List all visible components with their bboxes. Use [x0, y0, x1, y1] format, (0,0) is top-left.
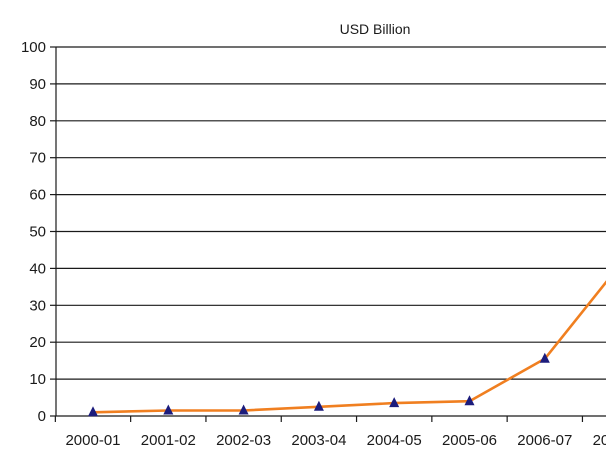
x-tick-label: 2000-01: [65, 432, 120, 449]
data-point-marker: [539, 352, 550, 363]
x-tick-label: 2003-04: [291, 432, 346, 449]
x-axis-tick-labels: 2000-01 2001-02 2002-03 2003-04 2004-05 2005-…: [65, 432, 606, 449]
data-point-marker: [389, 397, 400, 408]
series-layer: [88, 280, 606, 417]
y-tick-label: 90: [29, 76, 46, 93]
y-tick-label: 0: [38, 408, 46, 425]
x-tick-label: 2002-03: [216, 432, 271, 449]
x-tick-label: 2005-06: [442, 432, 497, 449]
y-tick-label: 10: [29, 371, 46, 388]
y-axis-tick-labels: 0 10 20 30 40 50 60 70 80 90 100: [21, 39, 46, 425]
x-tick-label: 2001-02: [141, 432, 196, 449]
y-tick-label: 100: [21, 39, 46, 56]
y-tick-label: 50: [29, 224, 46, 241]
x-tick-label: 2006-07: [517, 432, 572, 449]
data-point-marker: [464, 395, 475, 406]
data-point-marker: [313, 400, 324, 411]
axes: [50, 46, 606, 422]
data-point-marker: [163, 404, 174, 415]
data-point-marker: [88, 406, 98, 417]
chart-title: USD Billion: [340, 21, 411, 37]
y-tick-label: 30: [29, 297, 46, 314]
y-tick-label: 40: [29, 260, 46, 277]
y-tick-label: 60: [29, 187, 46, 204]
x-tick-label: 2004-05: [367, 432, 422, 449]
gridlines: [56, 46, 606, 380]
y-tick-label: 80: [29, 113, 46, 130]
series-line: [92, 280, 606, 414]
y-tick-label: 20: [29, 334, 46, 351]
x-tick-label: 2007-08: [593, 432, 606, 449]
y-tick-label: 70: [29, 150, 46, 167]
data-point-marker: [238, 404, 249, 415]
